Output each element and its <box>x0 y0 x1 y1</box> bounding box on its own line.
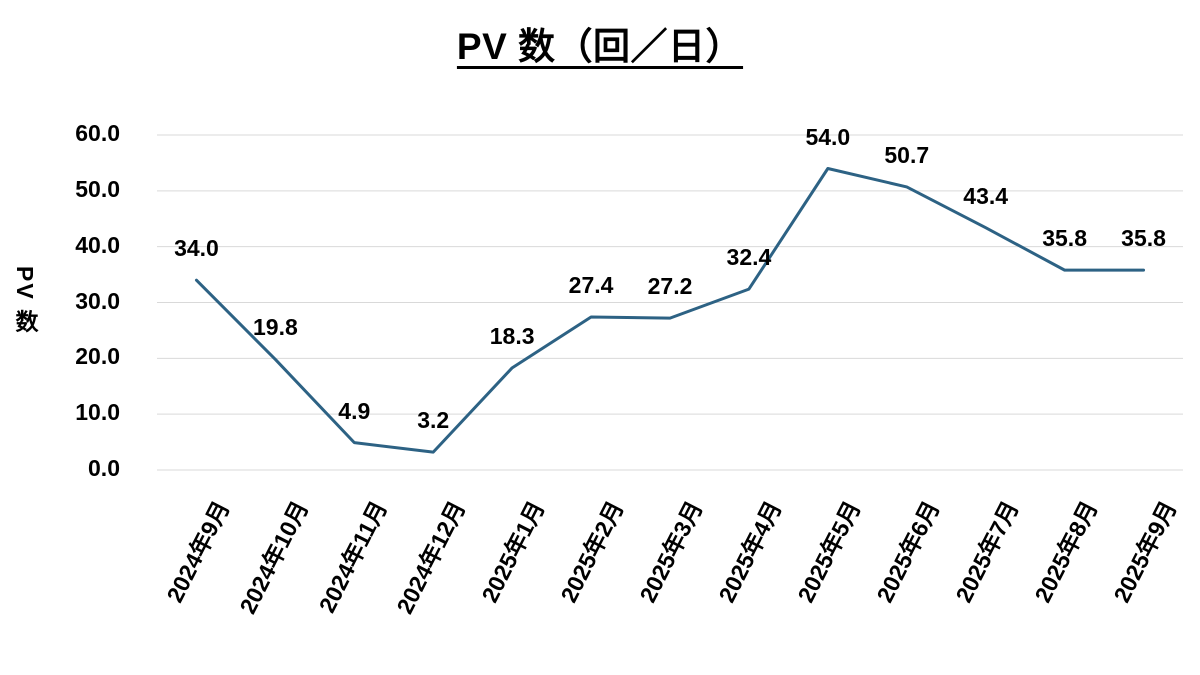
series-line <box>194 167 1146 454</box>
data-point-label: 18.3 <box>489 322 535 349</box>
data-point-label: 32.4 <box>726 244 772 271</box>
data-point-label: 34.0 <box>174 235 219 262</box>
data-point-label: 54.0 <box>805 123 851 150</box>
y-tick-label: 20.0 <box>75 343 120 370</box>
data-point-label: 27.2 <box>647 273 693 300</box>
y-tick-label: 0.0 <box>88 455 120 481</box>
data-point-label: 43.4 <box>963 182 1009 209</box>
data-point-label: 50.7 <box>884 141 930 168</box>
y-tick-label: 30.0 <box>75 287 120 314</box>
y-tick-label: 50.0 <box>75 175 120 202</box>
y-tick-label: 60.0 <box>75 120 120 146</box>
data-point-label: 27.4 <box>568 272 614 299</box>
y-axis-title: PV 数 <box>12 265 38 335</box>
data-point-label: 19.8 <box>252 314 298 341</box>
y-tick-label: 10.0 <box>75 399 120 426</box>
chart-title: PV 数（回／日） <box>456 26 744 67</box>
data-point-label: 35.8 <box>1121 225 1166 252</box>
data-point-label: 3.2 <box>417 407 450 434</box>
data-point-label: 4.9 <box>338 397 371 424</box>
y-tick-label: 40.0 <box>75 231 120 258</box>
data-point-label: 35.8 <box>1042 225 1087 252</box>
